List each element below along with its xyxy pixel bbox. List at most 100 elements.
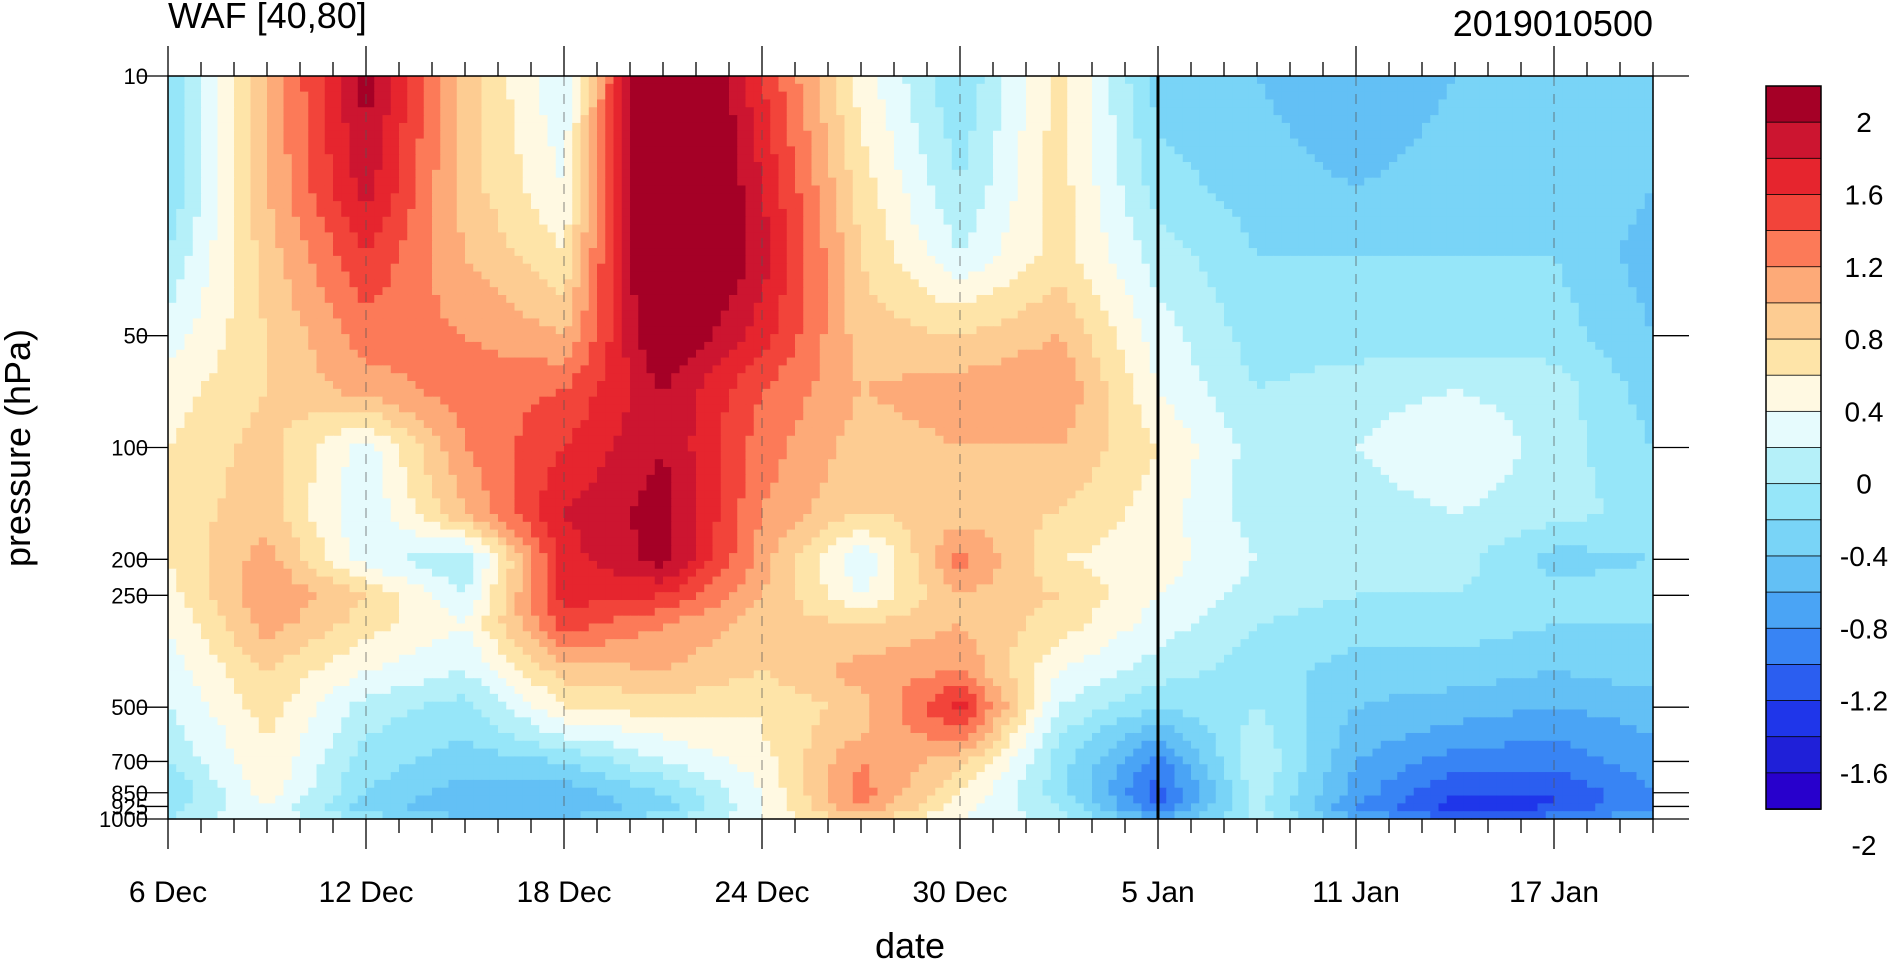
heatmap-cell bbox=[1364, 122, 1374, 132]
heatmap-cell bbox=[465, 91, 474, 101]
heatmap-cell bbox=[291, 216, 301, 226]
heatmap-cell bbox=[1578, 248, 1588, 257]
heatmap-cell bbox=[836, 216, 846, 226]
heatmap-cell bbox=[803, 91, 813, 101]
heatmap-cell bbox=[1496, 130, 1506, 140]
heatmap-cell bbox=[1314, 76, 1324, 85]
heatmap-cell bbox=[283, 76, 293, 85]
heatmap-cell bbox=[1075, 146, 1085, 155]
heatmap-cell bbox=[390, 287, 400, 296]
heatmap-cell bbox=[176, 115, 186, 124]
heatmap-cell bbox=[836, 287, 846, 296]
heatmap-cell bbox=[1578, 279, 1588, 288]
heatmap-cell bbox=[465, 240, 474, 249]
heatmap-cell bbox=[1092, 99, 1101, 108]
heatmap-cell bbox=[473, 138, 483, 147]
heatmap-cell bbox=[1463, 91, 1473, 101]
heatmap-cell bbox=[1149, 76, 1159, 85]
heatmap-cell bbox=[1042, 248, 1052, 257]
heatmap-cell bbox=[1413, 271, 1423, 280]
heatmap-cell bbox=[374, 146, 384, 155]
heatmap-cell bbox=[1158, 201, 1167, 210]
heatmap-cell bbox=[316, 279, 326, 288]
heatmap-cell bbox=[1496, 83, 1506, 93]
heatmap-cell bbox=[1009, 130, 1019, 140]
heatmap-cell bbox=[1199, 107, 1209, 116]
heatmap-cell bbox=[836, 91, 846, 101]
heatmap-cell bbox=[1141, 107, 1151, 116]
heatmap-cell bbox=[1372, 122, 1382, 132]
heatmap-cell bbox=[324, 232, 334, 241]
heatmap-cell bbox=[1521, 255, 1530, 265]
heatmap-cell bbox=[1298, 201, 1308, 210]
heatmap-cell bbox=[1397, 107, 1407, 116]
heatmap-cell bbox=[1182, 177, 1192, 187]
heatmap-cell bbox=[1479, 185, 1489, 194]
heatmap-cell bbox=[1248, 224, 1258, 234]
heatmap-cell bbox=[242, 271, 252, 280]
heatmap-cell bbox=[234, 185, 243, 194]
heatmap-cell bbox=[1215, 193, 1225, 202]
heatmap-cell bbox=[1562, 115, 1572, 124]
heatmap-cell bbox=[1125, 122, 1134, 132]
heatmap-cell bbox=[349, 146, 359, 155]
heatmap-cell bbox=[1636, 169, 1646, 179]
heatmap-cell bbox=[1083, 91, 1093, 101]
heatmap-cell bbox=[258, 240, 268, 249]
heatmap-cell bbox=[1001, 185, 1011, 194]
heatmap-cell bbox=[1554, 201, 1563, 210]
heatmap-cell bbox=[836, 162, 846, 171]
heatmap-cell bbox=[366, 255, 375, 265]
heatmap-cell bbox=[1554, 122, 1563, 132]
heatmap-cell bbox=[1611, 263, 1621, 273]
heatmap-cell bbox=[745, 130, 755, 140]
heatmap-cell bbox=[605, 138, 615, 147]
heatmap-cell bbox=[877, 83, 887, 93]
heatmap-cell bbox=[1587, 138, 1596, 147]
heatmap-cell bbox=[1265, 216, 1275, 226]
heatmap-cell bbox=[539, 107, 549, 116]
heatmap-cell bbox=[1479, 154, 1489, 163]
heatmap-cell bbox=[217, 248, 227, 257]
heatmap-cell bbox=[679, 122, 689, 132]
heatmap-cell bbox=[1273, 263, 1283, 273]
heatmap-cell bbox=[333, 208, 342, 218]
heatmap-cell bbox=[1182, 91, 1192, 101]
heatmap-cell bbox=[927, 263, 936, 273]
heatmap-cell bbox=[374, 115, 384, 124]
heatmap-cell bbox=[630, 193, 639, 202]
heatmap-cell bbox=[1380, 279, 1390, 288]
heatmap-cell bbox=[1405, 263, 1415, 273]
heatmap-cell bbox=[828, 99, 837, 108]
heatmap-cell bbox=[621, 99, 631, 108]
heatmap-cell bbox=[663, 146, 672, 155]
heatmap-cell bbox=[1587, 99, 1596, 108]
heatmap-cell bbox=[737, 83, 747, 93]
heatmap-cell bbox=[613, 224, 623, 234]
heatmap-cell bbox=[704, 107, 714, 116]
heatmap-cell bbox=[1364, 76, 1374, 85]
heatmap-cell bbox=[1149, 169, 1159, 179]
heatmap-cell bbox=[1191, 130, 1200, 140]
heatmap-cell bbox=[291, 232, 301, 241]
heatmap-cell bbox=[869, 138, 879, 147]
heatmap-cell bbox=[729, 224, 738, 234]
heatmap-cell bbox=[1611, 224, 1621, 234]
heatmap-cell bbox=[1620, 107, 1629, 116]
heatmap-cell bbox=[242, 216, 252, 226]
heatmap-cell bbox=[1182, 115, 1192, 124]
heatmap-cell bbox=[1587, 177, 1596, 187]
heatmap-cell bbox=[341, 224, 351, 234]
heatmap-cell bbox=[1009, 271, 1019, 280]
heatmap-cell bbox=[745, 83, 755, 93]
heatmap-cell bbox=[1504, 193, 1514, 202]
heatmap-cell bbox=[1100, 193, 1110, 202]
heatmap-cell bbox=[390, 177, 400, 187]
heatmap-cell bbox=[1248, 216, 1258, 226]
heatmap-cell bbox=[465, 216, 474, 226]
heatmap-cell bbox=[1636, 146, 1646, 155]
heatmap-cell bbox=[778, 107, 788, 116]
heatmap-cell bbox=[679, 232, 689, 241]
heatmap-cell bbox=[712, 146, 722, 155]
heatmap-cell bbox=[795, 255, 804, 265]
